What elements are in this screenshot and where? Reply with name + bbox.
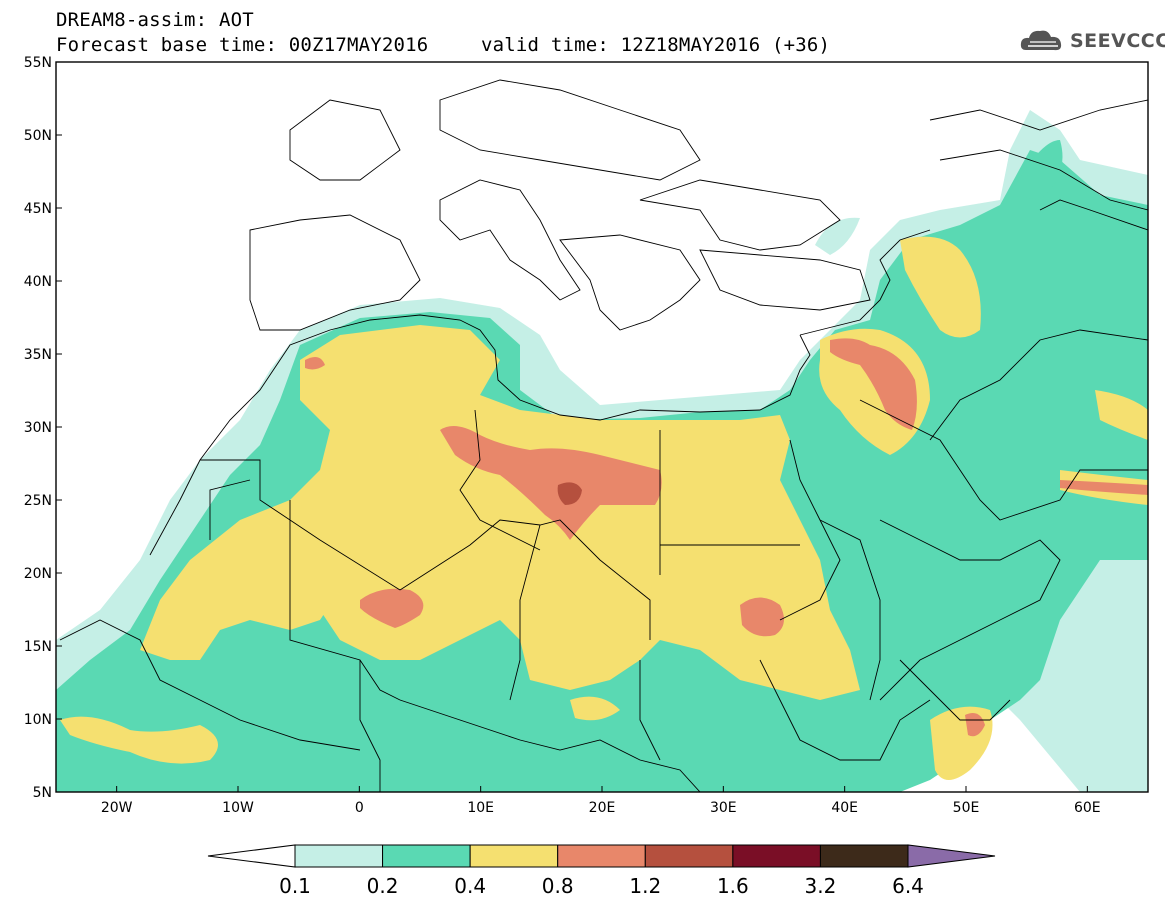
aot-band-1.2	[557, 482, 582, 505]
title-line-1: DREAM8-assim: AOT	[56, 9, 254, 31]
colorbar-segment	[382, 844, 471, 868]
colorbar-label: 0.1	[279, 874, 311, 898]
colorbar-segment	[469, 844, 559, 868]
lon-label: 10W	[222, 800, 254, 816]
lat-label: 50N	[24, 128, 52, 144]
aot-field	[56, 62, 1148, 792]
cloud-icon	[1020, 30, 1062, 51]
logo-text: SEEVCCC	[1070, 30, 1165, 52]
seevccc-logo: SEEVCCC	[1018, 24, 1165, 58]
lon-label: 20E	[589, 800, 616, 816]
colorbar-label: 6.4	[892, 874, 924, 898]
colorbar-label: 1.6	[716, 874, 749, 898]
coastlines	[59, 79, 1148, 792]
colorbar-segment	[819, 844, 909, 868]
colorbar-segment	[557, 844, 646, 868]
lat-label: 25N	[24, 493, 52, 509]
colorbar-label: 3.2	[804, 874, 837, 898]
lon-label: 40E	[831, 800, 858, 816]
lat-label: 55N	[24, 55, 52, 71]
aot-band-0.4	[140, 325, 860, 700]
colorbar-segment	[732, 844, 821, 868]
lat-label: 45N	[24, 201, 52, 217]
colorbar-segment	[294, 844, 384, 868]
title-line-2: Forecast base time: 00Z17MAY2016	[56, 34, 429, 56]
lat-label: 20N	[24, 566, 52, 582]
lon-label: 0	[355, 800, 364, 816]
colorbar-segment	[644, 844, 734, 868]
lon-label: 30E	[710, 800, 737, 816]
lon-label: 20W	[101, 800, 133, 816]
lon-label: 60E	[1074, 800, 1101, 816]
aot-band-0.8	[440, 426, 662, 540]
colorbar-min-arrow	[207, 844, 296, 868]
lon-label: 50E	[953, 800, 980, 816]
title-line-3: valid time: 12Z18MAY2016 (+36)	[481, 34, 831, 56]
colorbar-max-arrow	[907, 844, 996, 868]
colorbar-label: 0.2	[366, 874, 399, 898]
lat-label: 30N	[24, 420, 52, 436]
colorbar	[207, 844, 996, 868]
lat-label: 5N	[33, 785, 52, 801]
longitude-axis: 20W 10W 0 10E 20E 30E 40E 50E 60E	[101, 786, 1101, 816]
lon-label: 10E	[467, 800, 494, 816]
lat-label: 35N	[24, 347, 52, 363]
colorbar-label: 0.4	[454, 874, 487, 898]
lat-label: 40N	[24, 274, 52, 290]
colorbar-label: 1.2	[629, 874, 662, 898]
lat-label: 15N	[24, 639, 52, 655]
colorbar-label: 0.8	[541, 874, 574, 898]
latitude-axis: 55N 50N 45N 40N 35N 30N 25N 20N 15N 10N 5N	[24, 55, 62, 801]
lat-label: 10N	[24, 712, 52, 728]
